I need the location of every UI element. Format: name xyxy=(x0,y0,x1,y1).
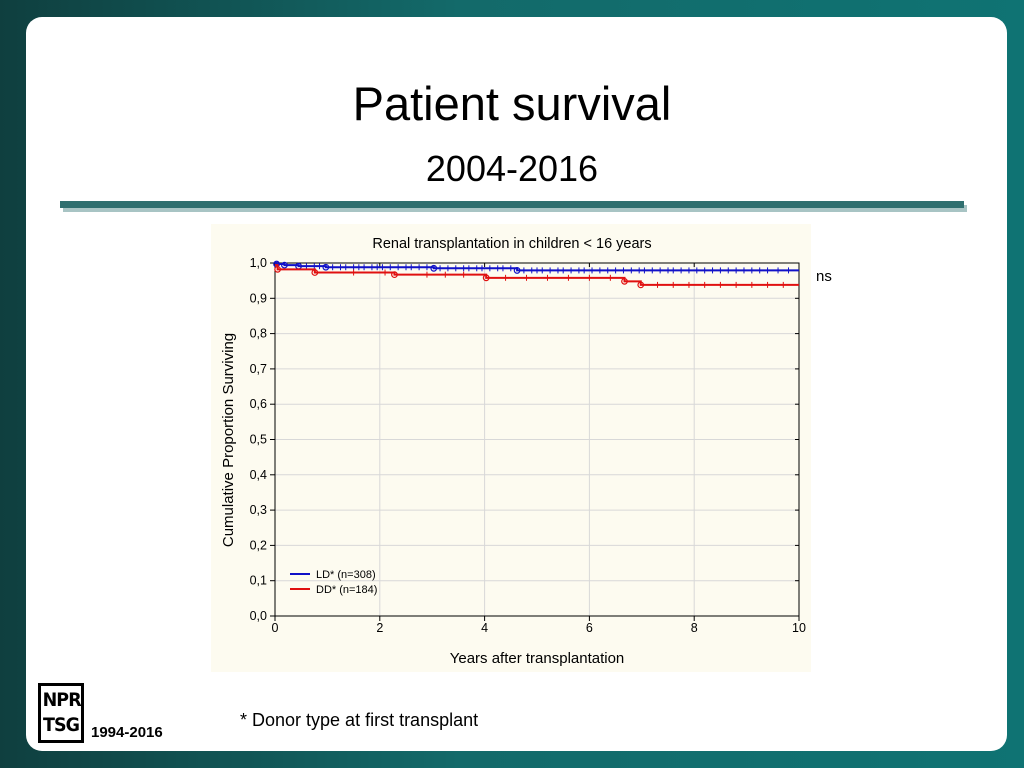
y-tick-label: 0,8 xyxy=(250,327,267,341)
y-tick-label: 0,3 xyxy=(250,503,267,517)
slide-title: Patient survival xyxy=(352,77,672,130)
logo-years: 1994-2016 xyxy=(91,724,163,741)
event-marker-dd xyxy=(482,274,490,282)
footnote: * Donor type at first transplant xyxy=(240,710,479,730)
nprtsg-logo: NPR TSG xyxy=(38,683,84,743)
significance-label: ns xyxy=(816,268,832,285)
event-marker-ld xyxy=(430,264,438,272)
legend-label-ld: LD* (n=308) xyxy=(316,569,376,581)
survival-chart: Renal transplantation in children < 16 y… xyxy=(211,224,811,672)
event-marker-ld xyxy=(513,267,521,274)
event-marker-dd xyxy=(391,271,398,279)
event-marker-dd xyxy=(621,277,628,285)
y-tick-label: 0,1 xyxy=(250,574,267,588)
y-tick-label: 0,2 xyxy=(250,538,267,552)
event-marker-ld xyxy=(281,261,288,269)
slide-subtitle: 2004-2016 xyxy=(425,148,599,189)
event-marker-dd xyxy=(637,281,645,289)
x-tick-label: 0 xyxy=(272,621,279,635)
title-rule xyxy=(60,201,964,208)
event-marker-dd xyxy=(274,265,282,273)
grid-lines xyxy=(275,263,799,616)
y-tick-label: 0,5 xyxy=(250,433,267,447)
chart-background xyxy=(211,224,811,672)
x-tick-label: 8 xyxy=(691,621,698,635)
x-tick-label: 6 xyxy=(586,621,593,635)
series-group xyxy=(273,260,799,289)
y-tick-label: 0,4 xyxy=(250,468,267,482)
y-tick-label: 1,0 xyxy=(250,256,267,270)
legend: LD* (n=308) DD* (n=184) xyxy=(290,569,377,596)
legend-label-dd: DD* (n=184) xyxy=(316,584,377,596)
x-axis: 0 2 4 6 8 10 xyxy=(272,263,806,635)
event-marker-dd xyxy=(311,269,319,276)
y-tick-label: 0,9 xyxy=(250,291,267,305)
chart-title: Renal transplantation in children < 16 y… xyxy=(372,236,651,252)
y-tick-label: 0,7 xyxy=(250,362,267,376)
y-axis: 0,0 0,1 0,2 0,3 0,4 0,5 0,6 0,7 0,8 0,9 1,0 xyxy=(250,256,799,623)
title-rule-shadow xyxy=(63,205,967,212)
y-tick-label: 0,6 xyxy=(250,397,267,411)
x-tick-label: 10 xyxy=(792,621,806,635)
y-axis-label: Cumulative Proportion Surviving xyxy=(220,333,237,547)
x-axis-label: Years after transplantation xyxy=(450,650,625,667)
x-tick-label: 2 xyxy=(376,621,383,635)
event-marker-ld xyxy=(322,263,330,271)
series-line-dd xyxy=(275,264,799,286)
x-tick-label: 4 xyxy=(481,621,488,635)
logo-text: NPR TSG xyxy=(42,689,82,736)
y-tick-label: 0,0 xyxy=(250,609,267,623)
